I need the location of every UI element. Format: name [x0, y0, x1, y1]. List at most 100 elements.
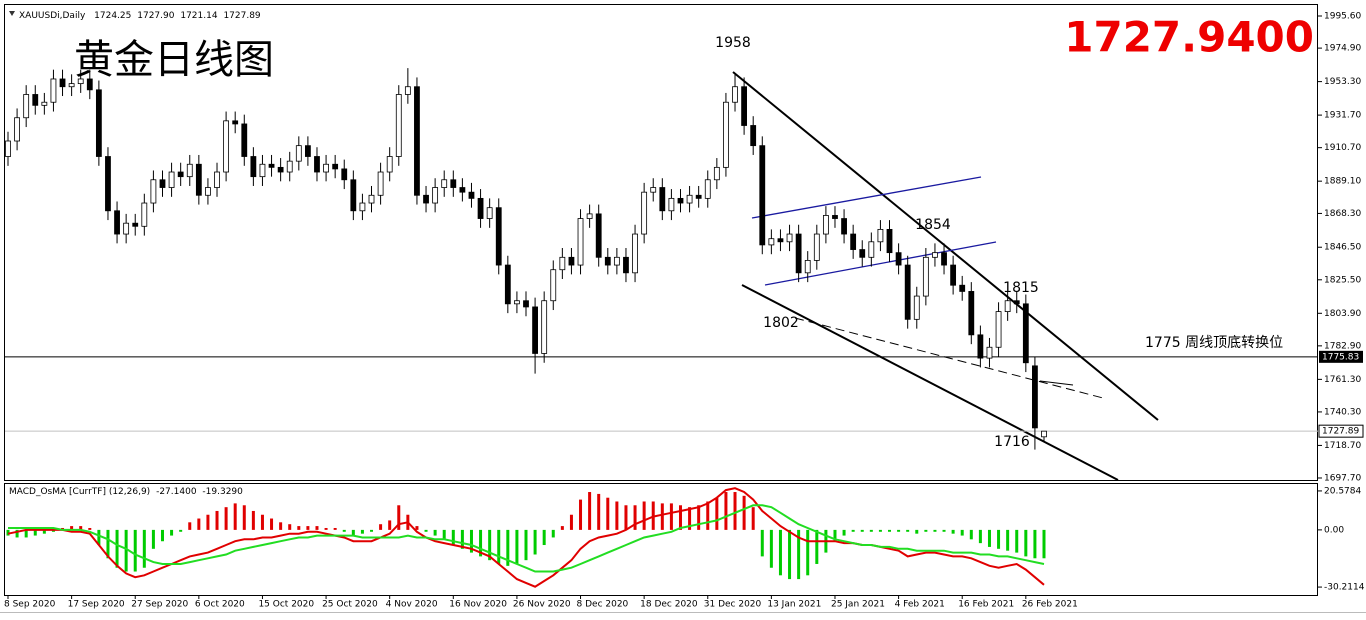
candle-body [77, 78, 84, 85]
histogram-bar [997, 529, 1001, 549]
signal-value: -19.3290 [202, 487, 243, 497]
histogram-bar [79, 526, 83, 530]
macd-frame [4, 483, 1318, 596]
candle-body [577, 218, 584, 266]
candle-body [632, 233, 638, 274]
histogram-bar [506, 529, 510, 566]
histogram-bar [42, 529, 46, 534]
candle-body [186, 163, 193, 178]
candle-body [795, 233, 802, 274]
candle-body [850, 233, 857, 250]
histogram-bar [969, 529, 973, 540]
candle-body [468, 191, 475, 199]
candle-body [904, 264, 911, 320]
candle-body [922, 256, 929, 297]
histogram-bar [497, 529, 501, 564]
candle-body [623, 256, 629, 274]
candle-body [141, 202, 148, 227]
macd-value: -27.1400 [156, 487, 197, 497]
y-tick-label: 1761.30 [1324, 375, 1361, 385]
candle-body [504, 264, 511, 305]
candle-body [995, 311, 1002, 348]
histogram-bar [170, 529, 174, 536]
candle-body [777, 238, 784, 243]
histogram-bar [260, 514, 264, 530]
histogram-bar [224, 507, 228, 530]
histogram-bar [424, 529, 428, 532]
candle-body [195, 163, 202, 196]
candle-body [650, 187, 657, 193]
candle-body [822, 215, 829, 235]
histogram-bar [188, 522, 192, 530]
candle-body [541, 300, 548, 354]
candle-body [768, 238, 775, 246]
histogram-bar [551, 529, 555, 538]
histogram-bar [324, 527, 328, 530]
histogram-bar [379, 524, 383, 530]
histogram-bar [206, 514, 210, 530]
candle-body [450, 179, 457, 188]
histogram-bar [760, 529, 764, 557]
candle-body [268, 163, 275, 168]
histogram-bar [397, 505, 401, 530]
header-open: 1724.25 [94, 11, 131, 21]
y-tick-label: 1803.90 [1324, 309, 1361, 319]
y-tick-label: 1718.70 [1324, 441, 1361, 451]
candle-body [813, 233, 820, 261]
histogram-bar [115, 529, 119, 568]
macd-line [8, 504, 1045, 573]
candle-body [259, 163, 266, 178]
candle-body [559, 256, 566, 271]
dashed-line [794, 317, 1104, 399]
candle-body [832, 215, 838, 219]
header-high: 1727.90 [137, 11, 174, 21]
candle-body [159, 179, 166, 188]
histogram-bar [833, 529, 837, 542]
y-tick-label: 1846.50 [1324, 243, 1361, 253]
y-tick-label: 1868.30 [1324, 209, 1361, 219]
candle-body [68, 83, 75, 88]
candle-body [1004, 300, 1011, 312]
histogram-bar [524, 529, 528, 561]
candle-body [377, 171, 384, 196]
histogram-bar [706, 501, 710, 530]
candle-body [868, 241, 875, 258]
histogram-bar [488, 529, 492, 561]
histogram-bar [688, 507, 692, 530]
histogram-bar [697, 505, 701, 530]
histogram-bar [660, 503, 664, 530]
histogram-bar [606, 497, 610, 530]
candle-body [105, 156, 111, 212]
histogram-bar [915, 529, 919, 534]
candle-body [295, 145, 302, 162]
histogram-bar [342, 529, 346, 532]
candle-body [750, 125, 757, 147]
y-tick-label: -30.2114 [1324, 583, 1365, 593]
x-tick-label: 15 Oct 2020 [258, 600, 314, 610]
level-label: 1775.83 [1322, 352, 1359, 362]
histogram-bar [460, 529, 464, 549]
header: XAUUSDi,Daily 1724.25 1727.90 1721.14 17… [19, 11, 261, 21]
x-tick-label: 4 Nov 2020 [386, 600, 438, 610]
histogram-bar [678, 505, 682, 530]
candle-body [532, 306, 538, 354]
histogram-bar [106, 529, 110, 559]
histogram-bar [97, 529, 101, 546]
histogram-bar [542, 529, 546, 546]
candle-body [786, 233, 793, 243]
y-tick-label: 1825.50 [1324, 275, 1361, 285]
histogram-bar [633, 505, 637, 530]
histogram-bar [515, 529, 519, 564]
candle-body [804, 260, 811, 274]
candle-body [404, 86, 411, 95]
candle-body [50, 78, 57, 103]
y-tick-label: 1782.90 [1324, 341, 1361, 351]
histogram-bar [133, 529, 137, 572]
candle-body [123, 222, 130, 235]
histogram-bar [242, 505, 246, 530]
candle-body [286, 160, 293, 173]
histogram-bar [924, 529, 928, 532]
candle-body [950, 264, 957, 286]
candle-body [877, 228, 884, 243]
candle-body [41, 101, 48, 106]
